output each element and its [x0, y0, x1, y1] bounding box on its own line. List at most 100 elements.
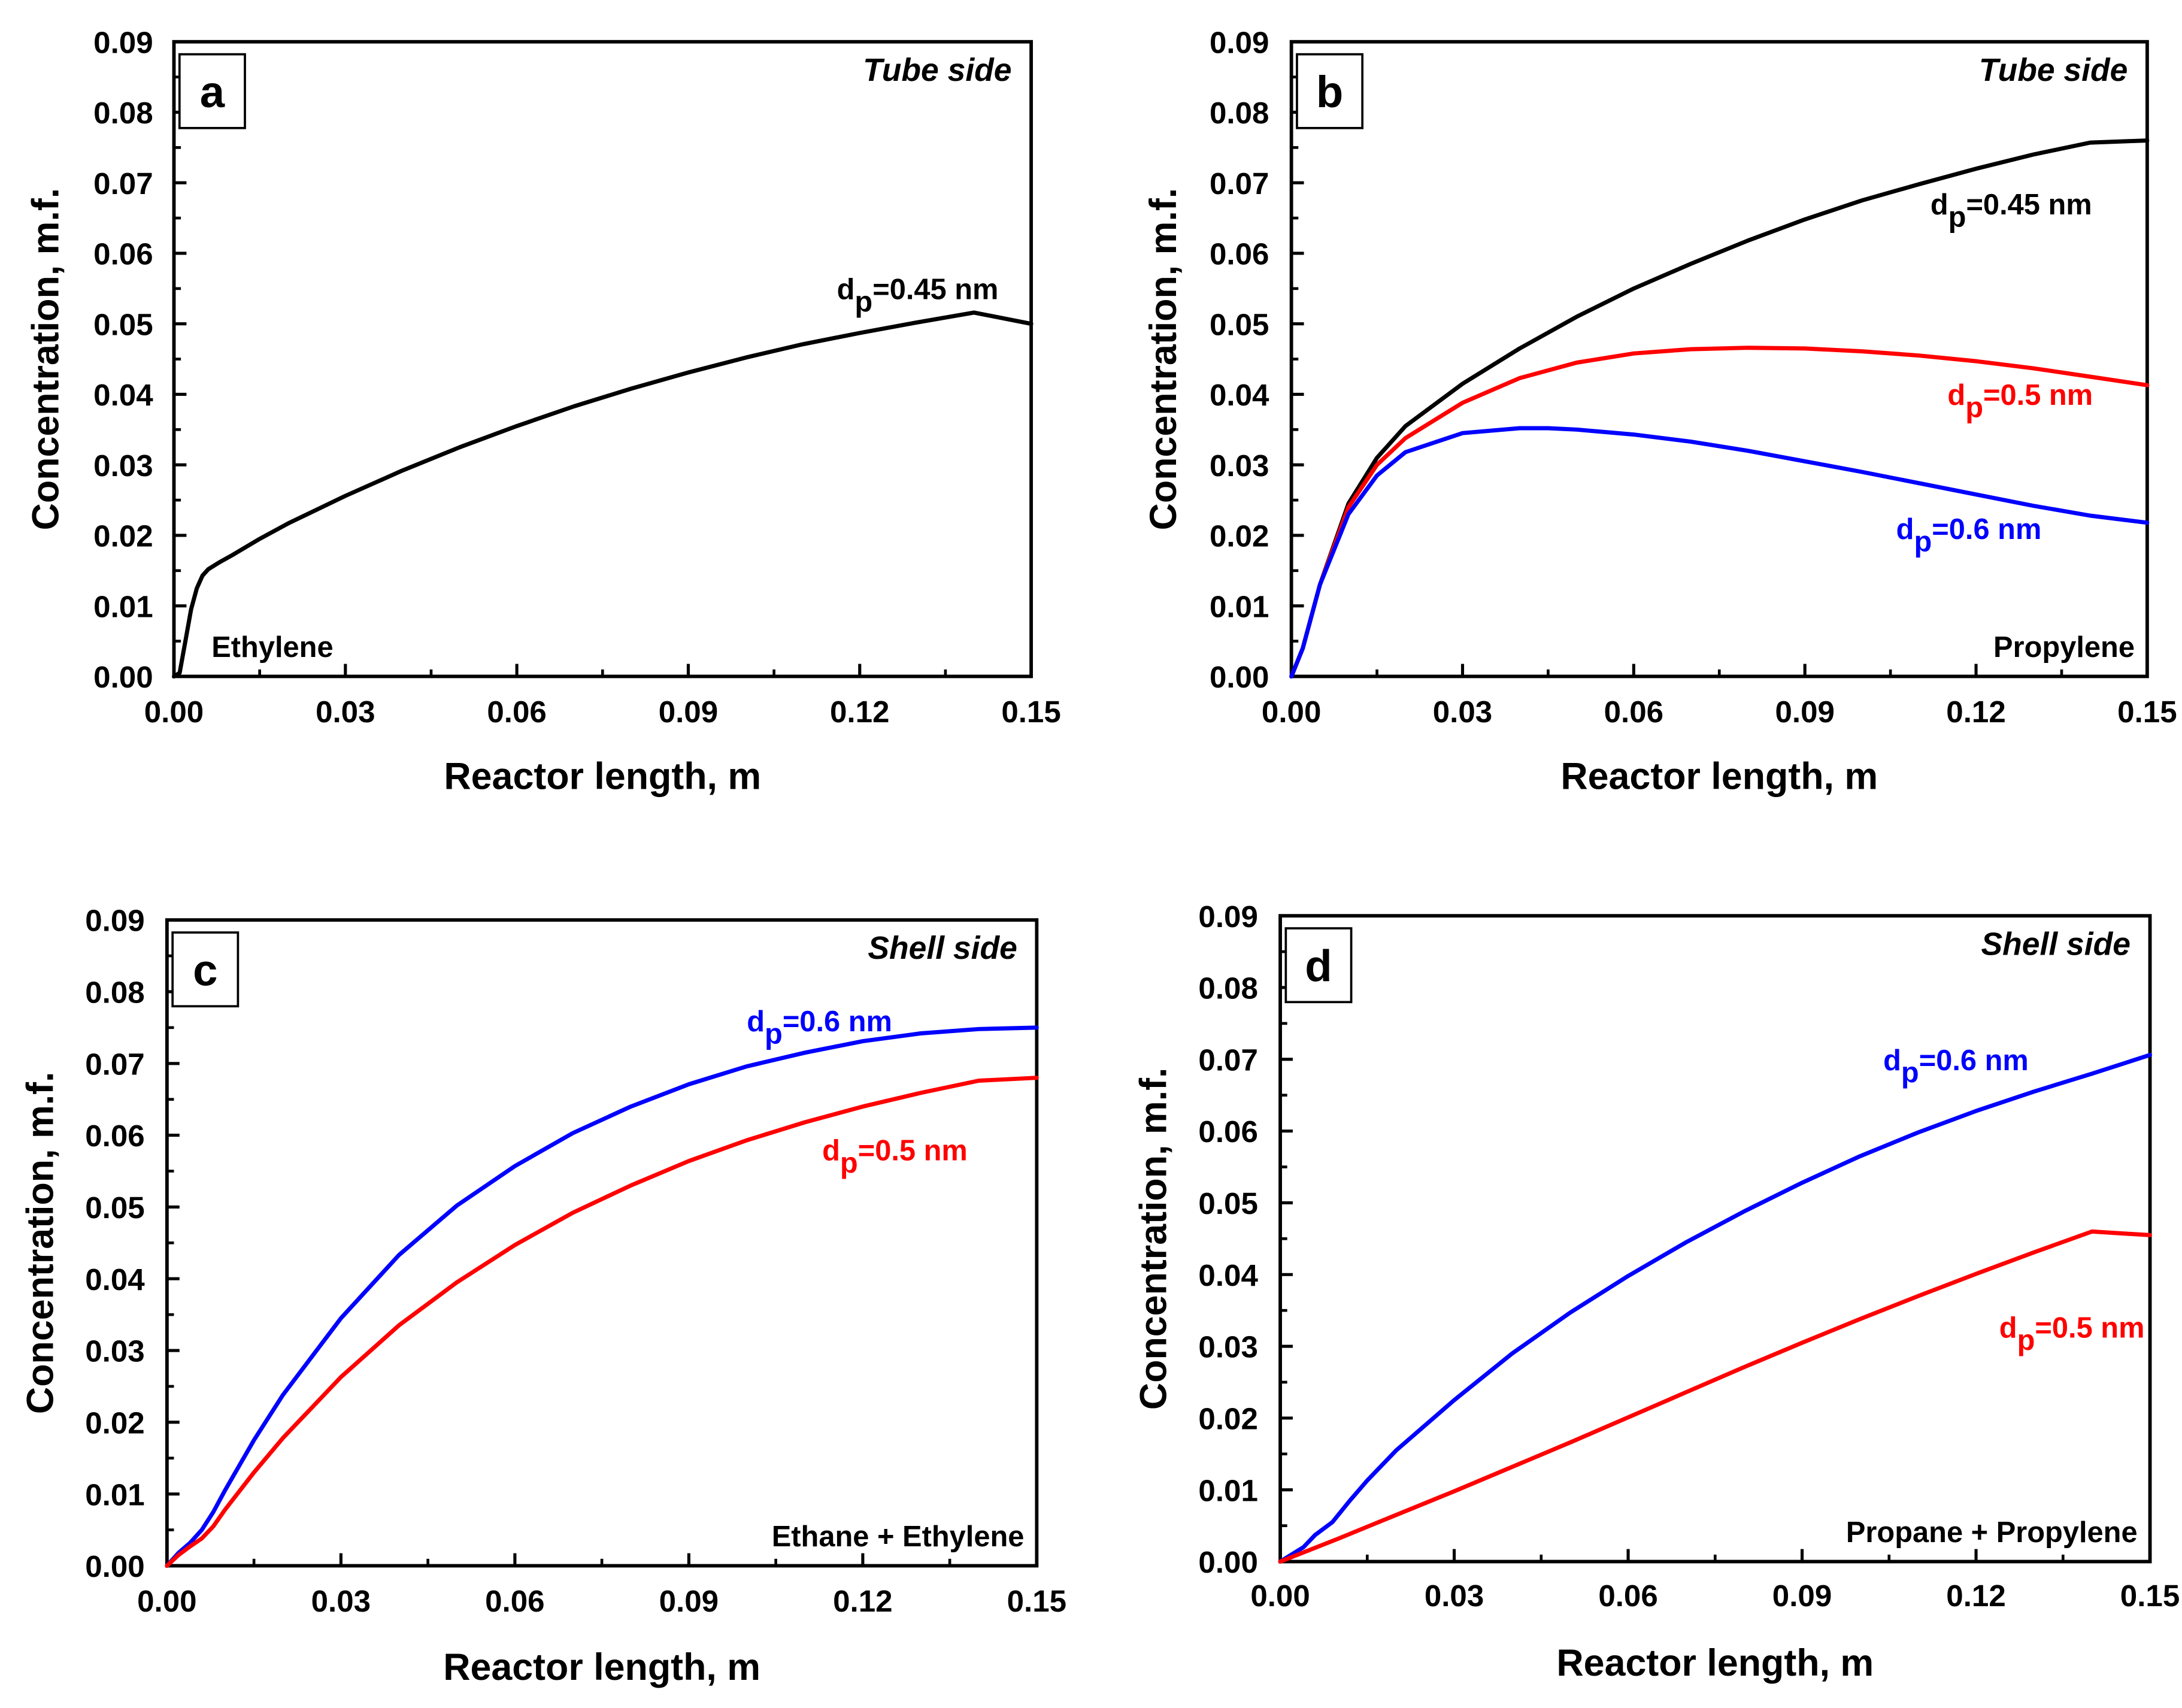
x-tick-label: 0.03	[316, 695, 375, 729]
chart-panel-d: 0.00 0.03 0.06 0.09 0.12 0.15 0.00 0.01 0.02 0.03…	[1132, 900, 2180, 1684]
x-axis-title: Reactor length, m	[444, 756, 761, 798]
y-tick-label: 0.05	[85, 1191, 144, 1225]
x-tick-label: 0.03	[1425, 1579, 1484, 1613]
y-tick-label: 0.08	[85, 976, 144, 1010]
series-label: dp=0.45 nm	[837, 274, 999, 319]
series-label: dp=0.6 nm	[1896, 513, 2042, 558]
chart-panel-b: 0.00 0.03 0.06 0.09 0.12 0.15 0.00 0.01 0.02 0.03…	[1142, 25, 2177, 797]
y-tick-label: 0.04	[1198, 1258, 1258, 1292]
species-label: Propylene	[1993, 631, 2135, 664]
side-label: Tube side	[863, 53, 1011, 88]
y-tick-label: 0.01	[1198, 1473, 1257, 1507]
x-tick-label: 0.06	[485, 1584, 544, 1618]
y-tick-label: 0.08	[1210, 96, 1269, 130]
series-line	[172, 310, 1034, 679]
panel-letter: d	[1305, 941, 1332, 991]
x-tick-label: 0.15	[2117, 695, 2177, 729]
y-tick-label: 0.08	[1198, 971, 1257, 1006]
side-label: Tube side	[1979, 53, 2128, 88]
y-tick-label: 0.04	[1210, 378, 1269, 412]
x-tick-label: 0.00	[144, 695, 204, 729]
series-line	[1289, 346, 2150, 679]
x-tick-label: 0.00	[137, 1584, 196, 1618]
y-tick-label: 0.00	[93, 660, 153, 694]
series-label: dp=0.5 nm	[1999, 1312, 2145, 1357]
series-label: dp=0.45 nm	[1931, 189, 2092, 234]
x-tick-label: 0.15	[1007, 1584, 1066, 1618]
x-tick-label: 0.15	[2120, 1579, 2180, 1613]
series-label: dp=0.5 nm	[822, 1135, 968, 1180]
series-line	[1278, 1229, 2152, 1564]
y-tick-label: 0.05	[1198, 1186, 1257, 1221]
x-tick-label: 0.06	[1604, 695, 1663, 729]
plot-frame	[1289, 40, 2149, 679]
plot-frame	[1278, 914, 2152, 1564]
side-label: Shell side	[1981, 926, 2131, 962]
species-label: Ethylene	[211, 631, 333, 664]
y-axis-title: Concentration, m.f.	[1142, 188, 1184, 531]
panel-letter: a	[200, 67, 225, 117]
y-tick-label: 0.07	[1198, 1043, 1257, 1077]
x-tick-label: 0.12	[830, 695, 889, 729]
panel-letter-box	[1284, 927, 1353, 1004]
panel-letter-box	[171, 931, 240, 1008]
x-axis-title: Reactor length, m	[443, 1646, 760, 1688]
x-tick-label: 0.06	[487, 695, 546, 729]
x-tick-label: 0.03	[311, 1584, 371, 1618]
y-tick-label: 0.01	[1210, 589, 1269, 623]
y-tick-label: 0.09	[1210, 25, 1269, 59]
y-tick-label: 0.08	[93, 96, 153, 130]
y-tick-label: 0.01	[93, 589, 153, 623]
chart-panel-c: 0.00 0.03 0.06 0.09 0.12 0.15 0.00 0.01 0.02 0.03…	[19, 904, 1066, 1688]
x-tick-label: 0.12	[1946, 695, 2005, 729]
y-tick-label: 0.02	[1210, 519, 1269, 553]
plot-frame	[165, 918, 1039, 1568]
y-tick-label: 0.07	[1210, 166, 1269, 201]
series-label: dp=0.6 nm	[1883, 1044, 2029, 1089]
species-label: Propane + Propylene	[1846, 1516, 2138, 1549]
panel-letter-box	[178, 53, 246, 129]
y-tick-label: 0.03	[1210, 449, 1269, 483]
y-tick-label: 0.02	[85, 1406, 144, 1440]
y-tick-label: 0.06	[1198, 1115, 1257, 1149]
x-tick-label: 0.12	[1946, 1579, 2005, 1613]
series-line	[165, 1076, 1039, 1568]
y-tick-label: 0.00	[1198, 1545, 1257, 1579]
series-label: dp=0.5 nm	[1947, 379, 2093, 424]
series-label: dp=0.6 nm	[747, 1006, 892, 1050]
y-tick-label: 0.09	[1198, 900, 1257, 934]
x-tick-label: 0.09	[659, 1584, 719, 1618]
x-tick-label: 0.03	[1433, 695, 1492, 729]
series-line	[1289, 426, 2150, 679]
panel-letter-box	[1296, 53, 1364, 129]
y-tick-label: 0.03	[1198, 1330, 1257, 1364]
x-tick-label: 0.15	[1001, 695, 1060, 729]
y-tick-label: 0.06	[1210, 237, 1269, 271]
y-tick-label: 0.05	[93, 307, 153, 341]
series-line	[1278, 1053, 2152, 1564]
y-tick-label: 0.04	[93, 378, 153, 412]
y-tick-label: 0.02	[1198, 1401, 1257, 1436]
x-tick-label: 0.00	[1250, 1579, 1310, 1613]
y-tick-label: 0.00	[85, 1549, 144, 1583]
y-tick-label: 0.07	[93, 166, 153, 201]
y-tick-label: 0.01	[85, 1477, 144, 1512]
panel-letter: c	[193, 945, 217, 995]
y-tick-label: 0.04	[85, 1262, 145, 1297]
series-line	[165, 1025, 1039, 1568]
y-axis-title: Concentration, m.f.	[19, 1072, 61, 1415]
species-label: Ethane + Ethylene	[772, 1521, 1025, 1553]
x-tick-label: 0.09	[1775, 695, 1834, 729]
side-label: Shell side	[868, 931, 1017, 966]
y-tick-label: 0.02	[93, 519, 153, 553]
plot-frame	[172, 40, 1033, 679]
x-axis-title: Reactor length, m	[1556, 1642, 1874, 1684]
x-axis-title: Reactor length, m	[1560, 756, 1878, 798]
y-tick-label: 0.07	[85, 1047, 144, 1081]
y-tick-label: 0.03	[93, 449, 153, 483]
panel-letter: b	[1316, 67, 1343, 117]
y-tick-label: 0.09	[85, 904, 144, 938]
y-axis-title: Concentration, m.f.	[25, 188, 67, 531]
y-tick-label: 0.05	[1210, 307, 1269, 341]
